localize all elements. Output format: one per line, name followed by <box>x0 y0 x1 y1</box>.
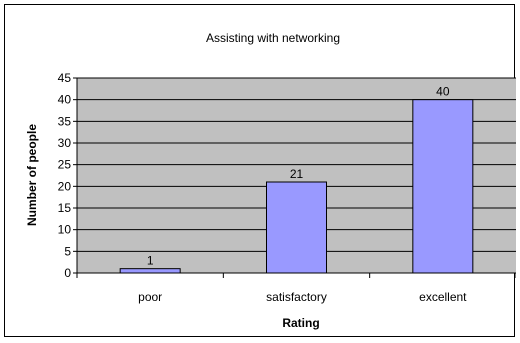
y-tick-label: 10 <box>58 223 72 237</box>
y-tick-label: 25 <box>58 158 72 172</box>
x-axis-title: Rating <box>282 316 319 330</box>
data-label-excellent: 40 <box>436 85 450 99</box>
y-axis: 0 5 10 15 20 25 30 35 40 45 <box>58 71 78 280</box>
chart-frame: Assisting with networking 1 21 40 0 5 10 15 20… <box>4 4 517 337</box>
x-axis: poor satisfactory excellent <box>76 272 517 304</box>
y-tick-label: 35 <box>58 114 72 128</box>
y-tick-label: 20 <box>58 179 72 193</box>
chart-title: Assisting with networking <box>206 31 340 45</box>
bar-satisfactory <box>266 181 327 274</box>
bar-chart: Assisting with networking 1 21 40 0 5 10 15 20… <box>25 31 517 330</box>
x-tick-label-poor: poor <box>138 290 162 304</box>
y-tick-label: 45 <box>58 71 72 85</box>
plot-area: 1 21 40 0 5 10 15 20 25 30 35 40 45 poor satisfactor… <box>58 71 517 304</box>
y-axis-title: Number of people <box>25 124 39 226</box>
y-tick-label: 15 <box>58 201 72 215</box>
bars <box>119 99 474 274</box>
data-label-satisfactory: 21 <box>290 167 304 181</box>
y-tick-label: 30 <box>58 136 72 150</box>
x-tick-label-satisfactory: satisfactory <box>266 290 327 304</box>
bar-excellent <box>412 99 474 274</box>
y-tick-label: 5 <box>64 244 71 258</box>
x-tick-label-excellent: excellent <box>419 290 467 304</box>
bar-poor <box>119 268 181 274</box>
y-tick-label: 0 <box>64 266 71 280</box>
y-tick-label: 40 <box>58 93 72 107</box>
data-labels: 1 21 40 <box>147 85 450 268</box>
data-label-poor: 1 <box>147 254 154 268</box>
